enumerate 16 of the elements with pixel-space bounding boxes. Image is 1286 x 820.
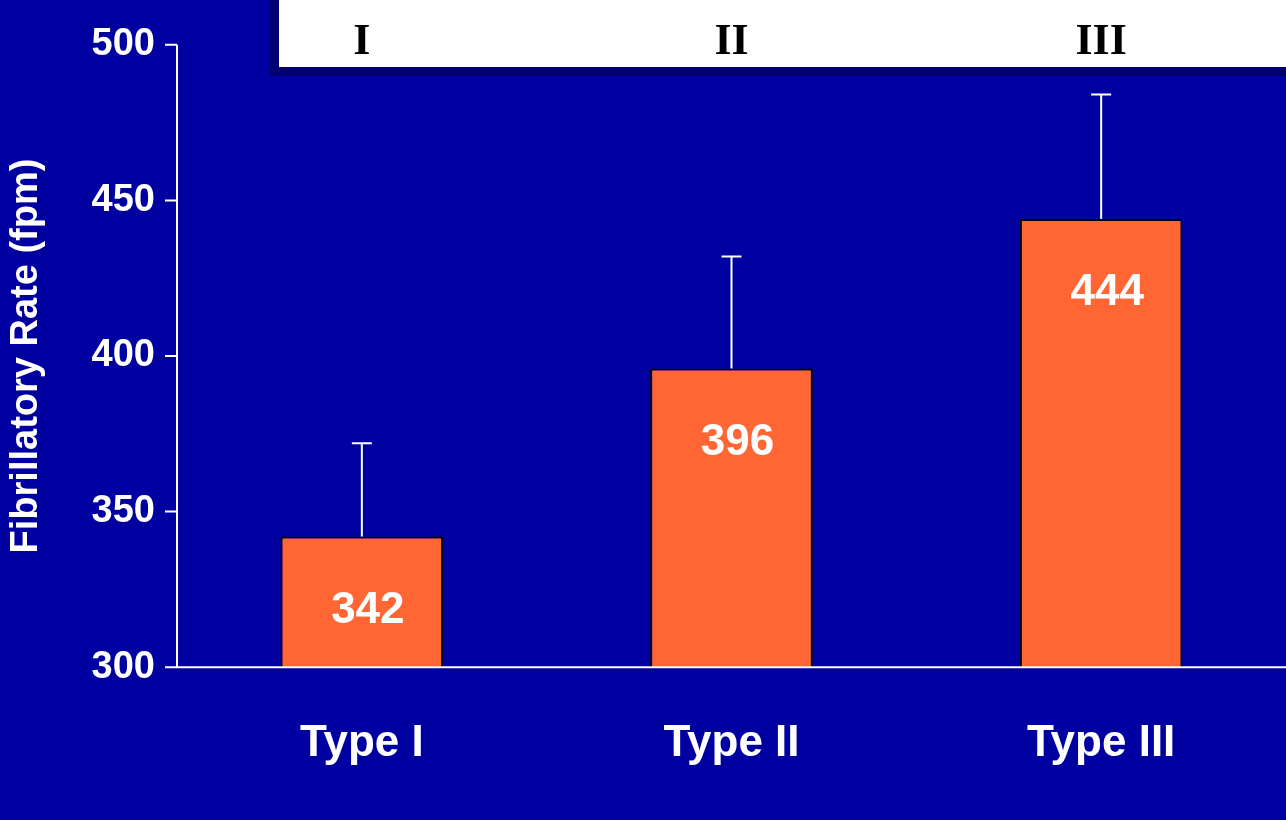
annotation: II — [714, 14, 749, 65]
y-tick-label: 350 — [91, 488, 155, 531]
y-tick-label: 400 — [91, 332, 155, 375]
y-axis-title: Fibrillatory Rate (fpm) — [3, 158, 46, 554]
x-tick-label: Type II — [663, 715, 800, 765]
inset-panel: I II III — [270, 0, 1286, 76]
y-tick-label: 450 — [91, 176, 155, 219]
annotation: III — [1075, 14, 1127, 65]
y-tick-label: 500 — [91, 21, 155, 64]
x-tick-label: Type III — [1027, 715, 1176, 765]
data-label: 444 — [1070, 265, 1145, 315]
x-tick-label: Type I — [299, 715, 424, 765]
y-tick-label: 300 — [91, 643, 155, 686]
data-label: 396 — [700, 414, 775, 464]
data-label: 342 — [331, 582, 405, 632]
annotation: I — [353, 14, 371, 65]
